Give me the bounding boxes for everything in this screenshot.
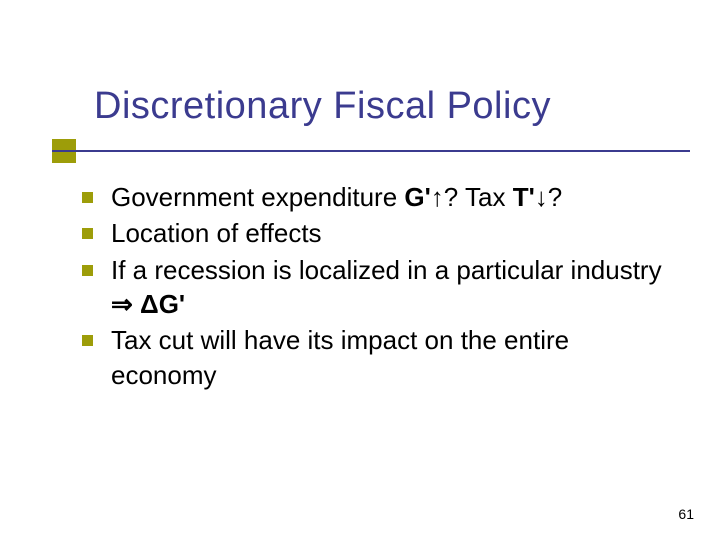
list-item: Location of effects [82, 216, 670, 250]
bullet-text: If a recession is localized in a particu… [111, 253, 670, 322]
bullet-icon [82, 228, 93, 239]
text-bold: T' [513, 182, 535, 212]
underline-long [52, 150, 690, 152]
text-run: If a recession is localized in a particu… [111, 255, 662, 285]
body-region: Government expenditure G'↑? Tax T'↓? Loc… [82, 180, 670, 394]
text-run: ? [548, 182, 562, 212]
text-bold: G' [404, 182, 430, 212]
list-item: Government expenditure G'↑? Tax T'↓? [82, 180, 670, 214]
bullet-text: Government expenditure G'↑? Tax T'↓? [111, 180, 670, 214]
down-arrow-icon: ↓ [535, 182, 548, 212]
up-arrow-icon: ↑ [431, 182, 444, 212]
title-region: Discretionary Fiscal Policy [94, 86, 680, 128]
slide: Discretionary Fiscal Policy Government e… [0, 0, 720, 540]
bullet-text: Tax cut will have its impact on the enti… [111, 323, 670, 392]
bullet-icon [82, 192, 93, 203]
text-run: ? Tax [444, 182, 513, 212]
list-item: If a recession is localized in a particu… [82, 253, 670, 322]
implies-icon: ⇒ [111, 289, 133, 319]
text-run: Government expenditure [111, 182, 404, 212]
list-item: Tax cut will have its impact on the enti… [82, 323, 670, 392]
bullet-icon [82, 265, 93, 276]
page-number: 61 [678, 506, 694, 522]
slide-title: Discretionary Fiscal Policy [94, 86, 680, 128]
bullet-icon [82, 335, 93, 346]
bullet-text: Location of effects [111, 216, 670, 250]
text-bold: ΔG' [133, 289, 185, 319]
